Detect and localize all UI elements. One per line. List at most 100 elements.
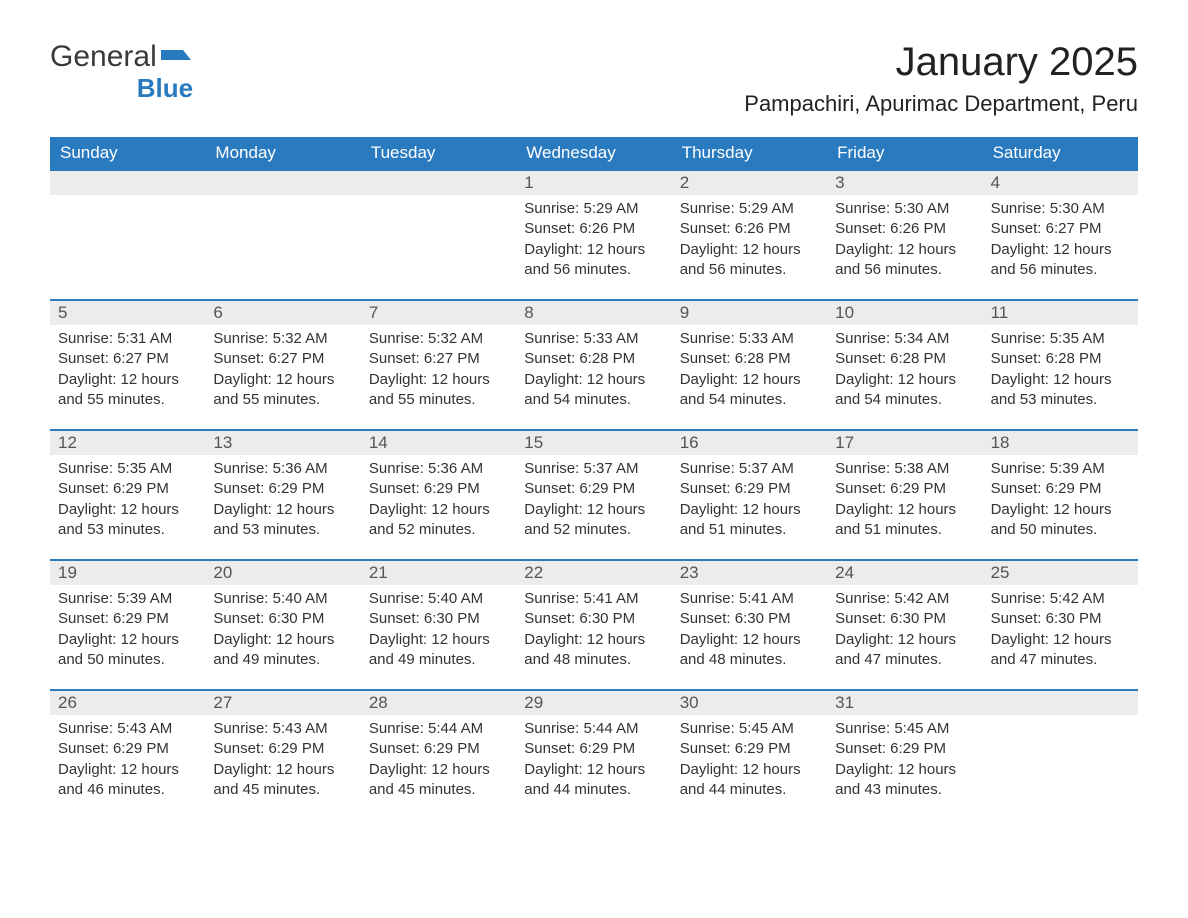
sunset-line: Sunset: 6:29 PM (369, 739, 508, 759)
day-cell: 17Sunrise: 5:38 AMSunset: 6:29 PMDayligh… (827, 431, 982, 559)
day-number: 1 (516, 171, 671, 195)
location-subtitle: Pampachiri, Apurimac Department, Peru (744, 91, 1138, 117)
daylight-line: Daylight: 12 hours and 47 minutes. (835, 630, 974, 671)
daylight-line: Daylight: 12 hours and 43 minutes. (835, 760, 974, 801)
day-number: 8 (516, 301, 671, 325)
weekday-header: Friday (827, 137, 982, 169)
day-cell: 7Sunrise: 5:32 AMSunset: 6:27 PMDaylight… (361, 301, 516, 429)
sunrise-line: Sunrise: 5:33 AM (680, 329, 819, 349)
calendar-body: 1Sunrise: 5:29 AMSunset: 6:26 PMDaylight… (50, 169, 1138, 819)
day-cell: 29Sunrise: 5:44 AMSunset: 6:29 PMDayligh… (516, 691, 671, 819)
weekday-header: Saturday (983, 137, 1138, 169)
day-cell: 1Sunrise: 5:29 AMSunset: 6:26 PMDaylight… (516, 171, 671, 299)
sunset-line: Sunset: 6:29 PM (58, 739, 197, 759)
daylight-line: Daylight: 12 hours and 51 minutes. (680, 500, 819, 541)
week-row: 12Sunrise: 5:35 AMSunset: 6:29 PMDayligh… (50, 429, 1138, 559)
day-number: 12 (50, 431, 205, 455)
day-details: Sunrise: 5:39 AMSunset: 6:29 PMDaylight:… (983, 455, 1138, 550)
day-cell: 8Sunrise: 5:33 AMSunset: 6:28 PMDaylight… (516, 301, 671, 429)
daylight-line: Daylight: 12 hours and 44 minutes. (680, 760, 819, 801)
sunset-line: Sunset: 6:29 PM (991, 479, 1130, 499)
day-details: Sunrise: 5:32 AMSunset: 6:27 PMDaylight:… (361, 325, 516, 420)
day-cell: 28Sunrise: 5:44 AMSunset: 6:29 PMDayligh… (361, 691, 516, 819)
sunrise-line: Sunrise: 5:30 AM (991, 199, 1130, 219)
day-details: Sunrise: 5:37 AMSunset: 6:29 PMDaylight:… (672, 455, 827, 550)
daylight-line: Daylight: 12 hours and 53 minutes. (991, 370, 1130, 411)
day-details: Sunrise: 5:32 AMSunset: 6:27 PMDaylight:… (205, 325, 360, 420)
daylight-line: Daylight: 12 hours and 46 minutes. (58, 760, 197, 801)
day-cell: 31Sunrise: 5:45 AMSunset: 6:29 PMDayligh… (827, 691, 982, 819)
day-details: Sunrise: 5:44 AMSunset: 6:29 PMDaylight:… (516, 715, 671, 810)
daylight-line: Daylight: 12 hours and 53 minutes. (58, 500, 197, 541)
day-cell: 15Sunrise: 5:37 AMSunset: 6:29 PMDayligh… (516, 431, 671, 559)
sunset-line: Sunset: 6:27 PM (369, 349, 508, 369)
day-details: Sunrise: 5:33 AMSunset: 6:28 PMDaylight:… (516, 325, 671, 420)
day-cell: 2Sunrise: 5:29 AMSunset: 6:26 PMDaylight… (672, 171, 827, 299)
day-number: 11 (983, 301, 1138, 325)
sunrise-line: Sunrise: 5:38 AM (835, 459, 974, 479)
sunrise-line: Sunrise: 5:40 AM (213, 589, 352, 609)
day-cell: 26Sunrise: 5:43 AMSunset: 6:29 PMDayligh… (50, 691, 205, 819)
day-cell: 23Sunrise: 5:41 AMSunset: 6:30 PMDayligh… (672, 561, 827, 689)
sunrise-line: Sunrise: 5:41 AM (680, 589, 819, 609)
sunrise-line: Sunrise: 5:36 AM (213, 459, 352, 479)
day-cell: 27Sunrise: 5:43 AMSunset: 6:29 PMDayligh… (205, 691, 360, 819)
day-number: 18 (983, 431, 1138, 455)
day-cell: 10Sunrise: 5:34 AMSunset: 6:28 PMDayligh… (827, 301, 982, 429)
daylight-line: Daylight: 12 hours and 51 minutes. (835, 500, 974, 541)
daylight-line: Daylight: 12 hours and 52 minutes. (524, 500, 663, 541)
daylight-line: Daylight: 12 hours and 55 minutes. (369, 370, 508, 411)
daylight-line: Daylight: 12 hours and 48 minutes. (680, 630, 819, 671)
page-title: January 2025 (744, 40, 1138, 85)
sunrise-line: Sunrise: 5:39 AM (991, 459, 1130, 479)
sunset-line: Sunset: 6:29 PM (369, 479, 508, 499)
day-details: Sunrise: 5:29 AMSunset: 6:26 PMDaylight:… (672, 195, 827, 290)
day-cell: 19Sunrise: 5:39 AMSunset: 6:29 PMDayligh… (50, 561, 205, 689)
day-details: Sunrise: 5:41 AMSunset: 6:30 PMDaylight:… (672, 585, 827, 680)
sunset-line: Sunset: 6:30 PM (991, 609, 1130, 629)
sunrise-line: Sunrise: 5:34 AM (835, 329, 974, 349)
sunrise-line: Sunrise: 5:31 AM (58, 329, 197, 349)
brand-word-general: General (50, 40, 157, 74)
daylight-line: Daylight: 12 hours and 56 minutes. (680, 240, 819, 281)
day-details: Sunrise: 5:36 AMSunset: 6:29 PMDaylight:… (205, 455, 360, 550)
day-details: Sunrise: 5:39 AMSunset: 6:29 PMDaylight:… (50, 585, 205, 680)
day-details: Sunrise: 5:38 AMSunset: 6:29 PMDaylight:… (827, 455, 982, 550)
day-cell (361, 171, 516, 299)
sunset-line: Sunset: 6:28 PM (835, 349, 974, 369)
daylight-line: Daylight: 12 hours and 55 minutes. (58, 370, 197, 411)
day-number: 14 (361, 431, 516, 455)
daylight-line: Daylight: 12 hours and 56 minutes. (835, 240, 974, 281)
sunrise-line: Sunrise: 5:29 AM (524, 199, 663, 219)
sunrise-line: Sunrise: 5:33 AM (524, 329, 663, 349)
sunrise-line: Sunrise: 5:37 AM (680, 459, 819, 479)
brand-logo: General Blue (50, 40, 191, 74)
day-number: 25 (983, 561, 1138, 585)
day-cell (983, 691, 1138, 819)
brand-word-blue: Blue (137, 73, 193, 104)
day-details: Sunrise: 5:43 AMSunset: 6:29 PMDaylight:… (50, 715, 205, 810)
sunrise-line: Sunrise: 5:43 AM (213, 719, 352, 739)
day-number: 22 (516, 561, 671, 585)
week-row: 26Sunrise: 5:43 AMSunset: 6:29 PMDayligh… (50, 689, 1138, 819)
sunrise-line: Sunrise: 5:36 AM (369, 459, 508, 479)
day-number: 5 (50, 301, 205, 325)
day-details: Sunrise: 5:42 AMSunset: 6:30 PMDaylight:… (983, 585, 1138, 680)
day-number: 31 (827, 691, 982, 715)
sunrise-line: Sunrise: 5:32 AM (369, 329, 508, 349)
sunrise-line: Sunrise: 5:40 AM (369, 589, 508, 609)
daylight-line: Daylight: 12 hours and 49 minutes. (213, 630, 352, 671)
sunset-line: Sunset: 6:30 PM (524, 609, 663, 629)
sunset-line: Sunset: 6:29 PM (680, 479, 819, 499)
daylight-line: Daylight: 12 hours and 50 minutes. (991, 500, 1130, 541)
day-details: Sunrise: 5:33 AMSunset: 6:28 PMDaylight:… (672, 325, 827, 420)
week-row: 19Sunrise: 5:39 AMSunset: 6:29 PMDayligh… (50, 559, 1138, 689)
daylight-line: Daylight: 12 hours and 54 minutes. (524, 370, 663, 411)
day-details: Sunrise: 5:45 AMSunset: 6:29 PMDaylight:… (827, 715, 982, 810)
day-cell: 18Sunrise: 5:39 AMSunset: 6:29 PMDayligh… (983, 431, 1138, 559)
day-cell (50, 171, 205, 299)
sunset-line: Sunset: 6:29 PM (58, 609, 197, 629)
sunset-line: Sunset: 6:29 PM (835, 739, 974, 759)
daylight-line: Daylight: 12 hours and 44 minutes. (524, 760, 663, 801)
day-number: 21 (361, 561, 516, 585)
